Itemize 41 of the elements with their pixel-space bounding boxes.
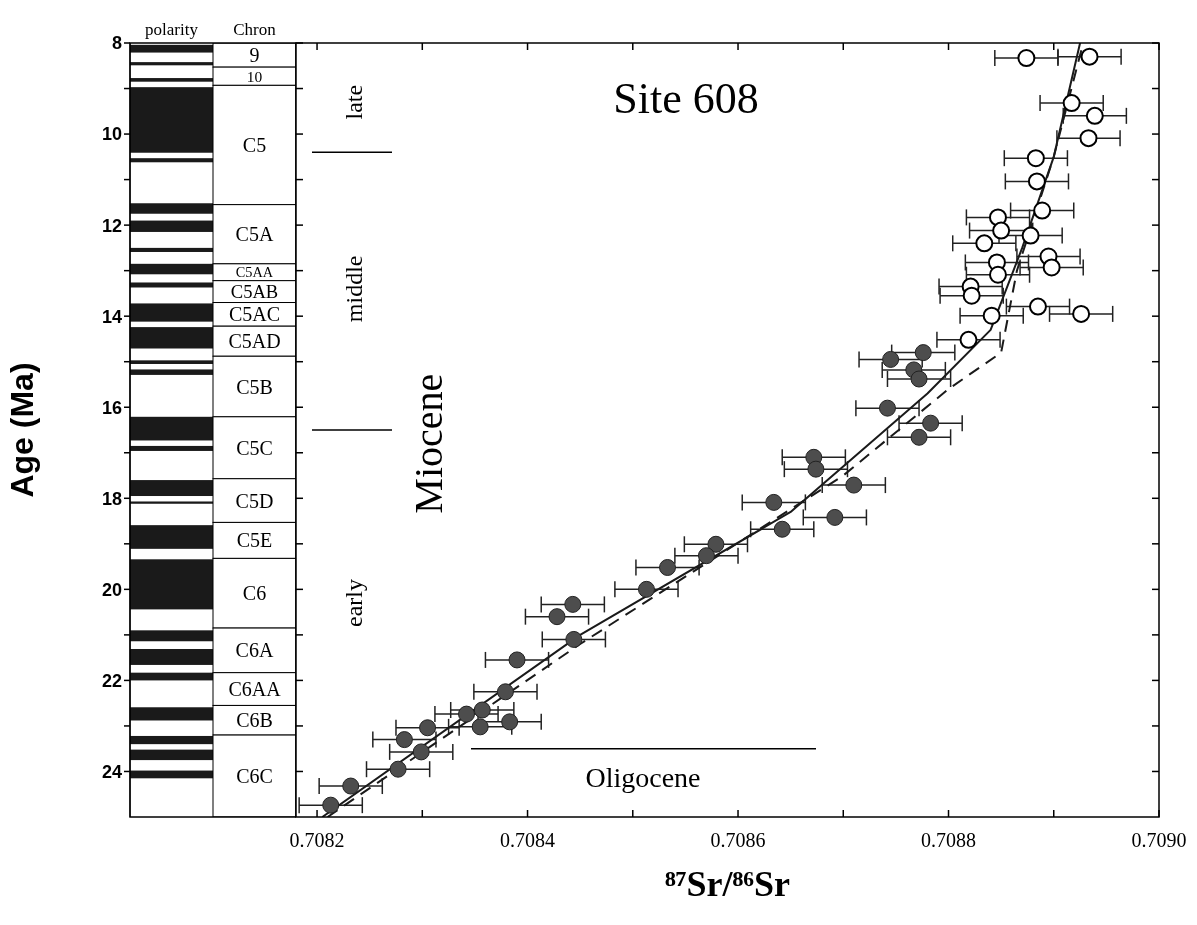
y-tick-label: 18 [101,488,122,509]
series-label: C5C [236,436,273,459]
y-tick-label: 24 [101,761,122,782]
x-axis-title: ⁸⁷Sr/⁸⁶Sr [664,864,791,904]
x-tick-label: 0.7084 [500,829,556,851]
y-tick-label: 20 [101,579,122,600]
y-tick-label: 10 [101,124,122,145]
series-label: C5AC [228,303,281,326]
annotation: Miocene [406,373,451,514]
series-label: 10 [246,67,263,85]
series-label: C5AA [235,264,274,281]
series-label: C5E [236,529,273,552]
series-label: C5A [235,223,274,246]
series-label: C6AA [228,678,282,701]
y-axis-title: Age (Ma) [4,362,41,498]
series-label: C5B [236,375,273,398]
y-tick-label: 16 [101,397,122,418]
text: Site 608 [613,74,759,123]
series-label: C6C [236,765,273,788]
annotation: late [341,84,367,120]
series-label: 9 [249,44,260,67]
ref-line-label: Oligocene [585,761,701,793]
y-tick-label: 8 [111,33,122,54]
series-label: C6 [242,582,267,605]
series-label: C6A [235,639,274,662]
x-tick-label: 0.7088 [921,829,977,851]
annotation: early [341,579,367,627]
series-label: C5AB [230,281,279,303]
x-tick-label: polarity [145,20,199,39]
series-label: C5AD [228,330,281,353]
x-tick-label: 0.7082 [289,829,345,851]
series-label: C5D [235,489,274,512]
y-tick-label: 12 [101,215,122,236]
x-tick-label: 0.7086 [710,829,766,851]
y-tick-label: 22 [101,670,122,691]
x-tick-label: 0.7090 [1131,829,1187,851]
x-tick-label: Chron [233,20,277,39]
series-label: C6B [236,709,273,732]
annotation: middle [341,255,367,323]
y-tick-label: 14 [101,306,122,327]
series-label: C5 [242,133,267,156]
